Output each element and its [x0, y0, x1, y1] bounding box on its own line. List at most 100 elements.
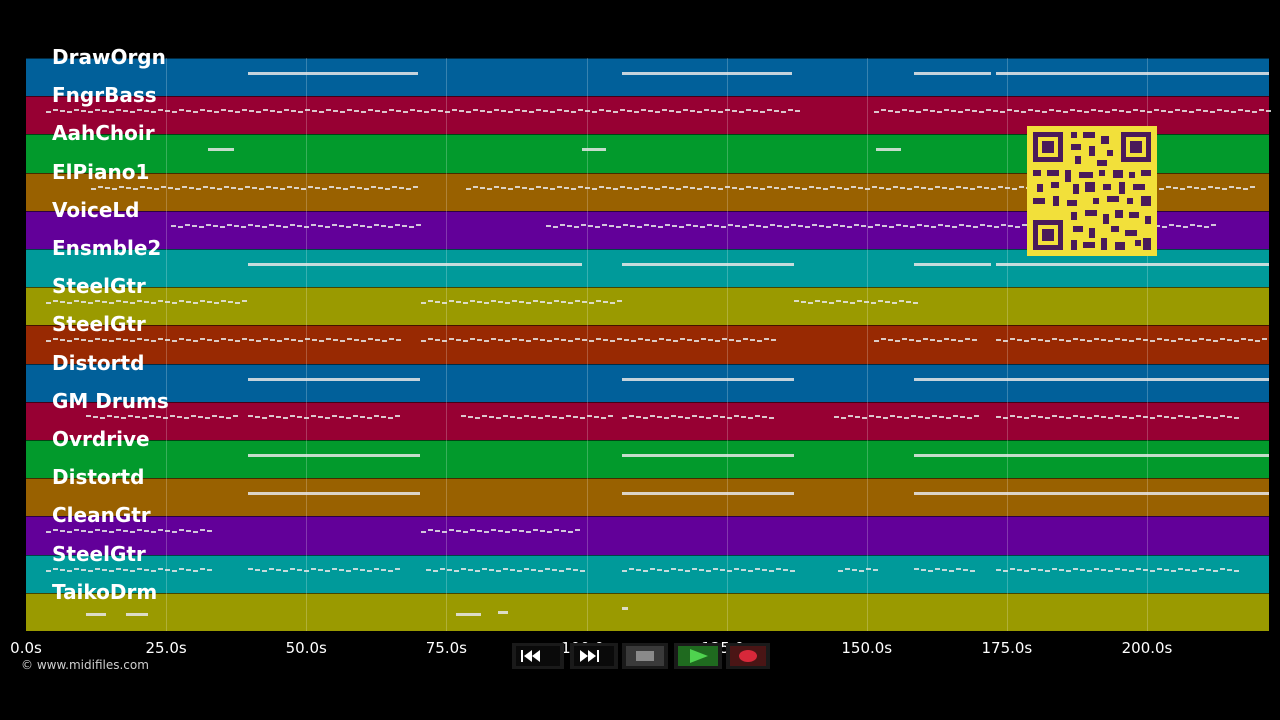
note-mark: [1059, 339, 1064, 342]
note-mark: [951, 339, 956, 342]
note-mark: [769, 416, 774, 419]
record-button[interactable]: [726, 643, 770, 669]
note-mark: [861, 224, 866, 227]
note-mark: [305, 338, 310, 341]
note-mark: [662, 185, 667, 188]
note-mark: [559, 569, 564, 572]
note-mark: [165, 339, 170, 342]
note-mark: [749, 223, 754, 226]
note-mark: [972, 339, 977, 342]
note-mark: [613, 187, 618, 190]
note-mark: [74, 529, 79, 532]
note-mark: [830, 185, 835, 188]
note-mark: [1245, 110, 1250, 113]
note-mark: [1194, 186, 1199, 189]
note-mark: [1201, 187, 1206, 190]
note-mark: [678, 568, 683, 571]
note-mark: [1243, 187, 1248, 190]
note-mark: [283, 225, 288, 228]
note-mark: [741, 415, 746, 418]
note-mark: [214, 302, 219, 305]
note-mark: [739, 111, 744, 114]
note-mark: [687, 339, 692, 342]
note-mark: [531, 568, 536, 571]
note-mark: [1024, 416, 1029, 419]
note-mark: [540, 301, 545, 304]
note-mark: [385, 187, 390, 190]
note-mark: [843, 301, 848, 304]
note-mark: [536, 185, 541, 188]
note-mark: [606, 186, 611, 189]
note-mark: [690, 110, 695, 113]
fast-forward-button[interactable]: [570, 643, 618, 669]
note-mark: [388, 569, 393, 572]
note-mark: [283, 569, 288, 572]
note-mark: [234, 224, 239, 227]
note-mark: [322, 187, 327, 190]
note-mark: [974, 414, 979, 417]
note-mark: [219, 415, 224, 418]
note-mark: [996, 415, 1001, 418]
note-mark: [970, 569, 975, 572]
note-mark: [1038, 415, 1043, 418]
note-mark: [923, 338, 928, 341]
note-mark: [526, 302, 531, 305]
note-mark: [137, 300, 142, 303]
note-mark: [91, 187, 96, 190]
note-mark: [629, 414, 634, 417]
note-mark: [1231, 111, 1236, 114]
note-mark: [475, 416, 480, 419]
note-mark: [301, 187, 306, 190]
note-mark: [918, 415, 923, 418]
note-mark: [587, 414, 592, 417]
note-mark: [533, 338, 538, 341]
note-mark: [596, 338, 601, 341]
note-mark: [1222, 187, 1227, 190]
note-mark: [347, 109, 352, 112]
note-mark: [60, 110, 65, 113]
note-mark: [375, 339, 380, 342]
note-mark: [186, 110, 191, 113]
note-mark: [284, 109, 289, 112]
note-mark: [67, 111, 72, 114]
note-mark: [573, 415, 578, 418]
note-mark: [735, 224, 740, 227]
time-gridline: [586, 58, 588, 631]
note-mark: [966, 224, 971, 227]
note-mark: [93, 415, 98, 418]
note-mark: [868, 225, 873, 228]
note-mark: [864, 301, 869, 304]
note-mark: [1157, 338, 1162, 341]
note-mark: [1066, 416, 1071, 419]
rewind-button[interactable]: [512, 643, 564, 669]
note-mark: [951, 110, 956, 113]
note-mark: [890, 414, 895, 417]
note-mark: [888, 339, 893, 342]
note-mark: [837, 186, 842, 189]
note-mark: [367, 225, 372, 228]
note-mark: [1234, 569, 1239, 572]
note-mark: [1115, 567, 1120, 570]
note-mark: [1000, 111, 1005, 114]
note-mark: [318, 415, 323, 418]
note-mark: [862, 416, 867, 419]
note-mark: [767, 185, 772, 188]
note-mark: [913, 302, 918, 305]
note-mark: [228, 339, 233, 342]
note-mark: [1183, 225, 1188, 228]
note-mark: [193, 302, 198, 305]
note-mark: [669, 186, 674, 189]
note-mark: [893, 185, 898, 188]
note-mark: [116, 109, 121, 112]
note-mark: [757, 340, 762, 343]
stop-button[interactable]: [622, 643, 668, 669]
note-mark: [109, 111, 114, 114]
note-mark: [1122, 415, 1127, 418]
note-mark: [721, 225, 726, 228]
play-button[interactable]: [674, 643, 722, 669]
note-mark: [221, 109, 226, 112]
note-mark: [60, 568, 65, 571]
note-mark: [921, 568, 926, 571]
note-mark: [1108, 569, 1113, 572]
note-mark: [704, 109, 709, 112]
